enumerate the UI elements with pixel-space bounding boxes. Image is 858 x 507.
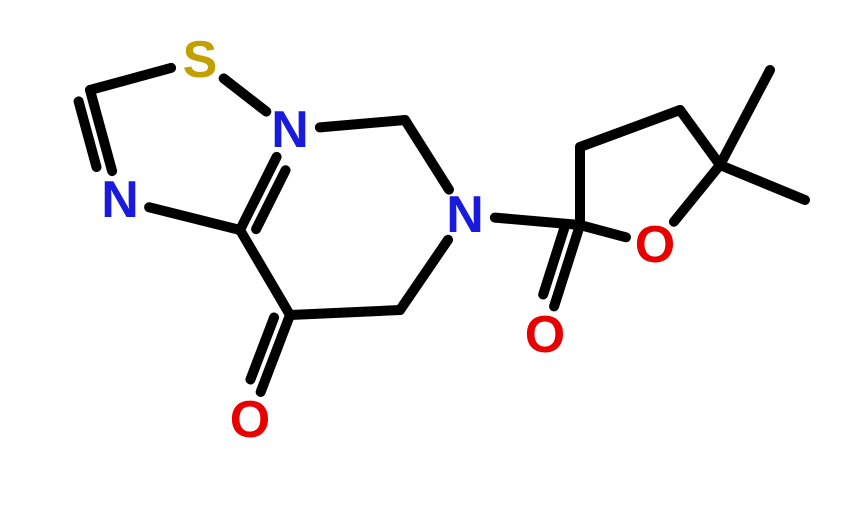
bond-c7-c8 xyxy=(580,110,680,147)
atom-O-O3: O xyxy=(635,216,675,274)
bond-N2-c3 xyxy=(320,120,405,127)
atom-O-O2: O xyxy=(525,306,565,364)
bond-c5-c2 xyxy=(240,230,290,315)
bond-c6-O3 xyxy=(580,225,626,237)
atom-S-S: S xyxy=(183,31,218,89)
atom-N-N2: N xyxy=(271,101,309,159)
bond-N2-S xyxy=(224,78,267,111)
bond-N3-c4 xyxy=(400,240,448,310)
bond-c8-c9 xyxy=(680,110,720,165)
bond-c9-O3 xyxy=(674,165,720,222)
bond-N1-c2 xyxy=(149,207,240,230)
atom-N-N1: N xyxy=(101,171,139,229)
bond-c9-c10 xyxy=(720,70,770,165)
bond-S-c1 xyxy=(90,68,171,90)
atom-N-N3: N xyxy=(446,186,484,244)
bond-c4-c5 xyxy=(290,310,400,315)
bond-c3-N3 xyxy=(405,120,449,190)
molecule-diagram: SNNNOOO xyxy=(0,0,858,507)
atom-O-O1: O xyxy=(230,391,270,449)
bond-c9-c11 xyxy=(720,165,805,200)
bond-N3-c6 xyxy=(495,218,580,225)
